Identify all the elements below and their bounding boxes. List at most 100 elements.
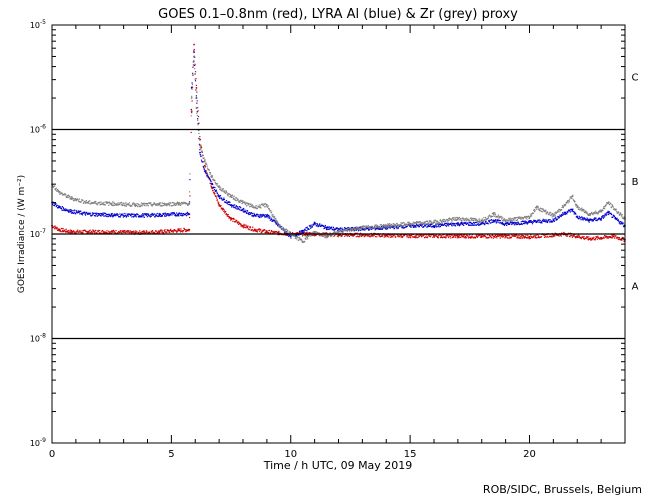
data-point: [465, 236, 467, 239]
data-point: [494, 214, 497, 216]
class-lines: [52, 128, 625, 340]
data-point: [303, 229, 305, 232]
data-point: [456, 216, 458, 219]
data-point: [523, 220, 525, 223]
data-point: [228, 193, 230, 195]
data-point: [491, 221, 494, 223]
data-point: [304, 234, 306, 236]
data-point: [499, 215, 501, 218]
data-point: [212, 187, 214, 189]
data-point: [170, 230, 172, 232]
data-point: [615, 235, 617, 237]
data-point: [593, 236, 595, 238]
data-point: [138, 204, 140, 206]
data-point: [469, 237, 472, 239]
data-point: [142, 230, 145, 232]
series-point: [600, 210, 603, 213]
data-point: [376, 226, 378, 228]
data-point: [510, 218, 513, 220]
data-point: [519, 237, 522, 239]
data-point: [167, 213, 170, 215]
data-point: [617, 237, 620, 239]
data-point: [526, 222, 528, 224]
data-point: [79, 213, 81, 215]
data-point: [448, 237, 450, 239]
data-point: [588, 218, 590, 221]
data-point: [81, 232, 83, 234]
data-point: [99, 212, 101, 215]
data-point: [509, 218, 511, 221]
data-point: [78, 211, 80, 214]
data-point: [239, 209, 241, 211]
data-point: [506, 221, 508, 223]
data-point: [465, 219, 467, 221]
data-point: [381, 227, 383, 229]
series-point: [242, 224, 244, 227]
data-point: [382, 224, 384, 227]
data-point: [539, 210, 541, 212]
series-point: [492, 219, 495, 222]
series-point: [607, 211, 610, 214]
data-point: [78, 200, 80, 203]
data-point: [542, 220, 544, 222]
data-point: [136, 202, 138, 205]
data-point: [247, 225, 249, 227]
data-point: [537, 208, 539, 210]
data-point: [406, 235, 409, 237]
data-point: [255, 229, 257, 231]
data-point: [517, 217, 519, 219]
data-point: [561, 212, 564, 214]
data-point: [226, 194, 228, 196]
data-point: [236, 206, 238, 208]
data-point: [563, 213, 565, 215]
data-point: [407, 223, 409, 225]
data-point: [154, 215, 157, 217]
data-point: [460, 223, 463, 225]
data-point: [199, 146, 201, 149]
data-point: [166, 231, 168, 234]
data-point: [368, 234, 370, 236]
data-point: [299, 230, 301, 232]
data-point: [182, 214, 184, 217]
data-point: [509, 235, 511, 237]
data-point: [295, 238, 298, 240]
series-point: [203, 164, 206, 167]
data-point: [597, 218, 599, 220]
data-point: [555, 216, 557, 218]
data-point: [472, 223, 474, 225]
data-point: [125, 216, 127, 218]
data-point: [420, 222, 422, 224]
data-point: [386, 234, 388, 236]
data-point: [214, 179, 216, 182]
data-point: [580, 238, 583, 240]
data-point: [348, 234, 350, 236]
data-point: [253, 212, 255, 215]
data-point: [209, 179, 211, 181]
series-point: [313, 222, 316, 225]
data-point: [396, 225, 399, 227]
data-point: [161, 202, 164, 204]
data-point: [571, 236, 574, 238]
data-point: [409, 237, 412, 239]
data-point: [343, 228, 345, 230]
series-point: [552, 219, 555, 222]
data-point: [99, 203, 102, 206]
data-point: [214, 192, 216, 194]
data-point: [463, 224, 465, 227]
data-point: [87, 200, 90, 203]
data-point: [583, 217, 585, 219]
data-point: [235, 205, 237, 207]
data-point: [383, 223, 385, 226]
data-point: [481, 218, 483, 220]
data-point: [376, 236, 378, 238]
data-point: [578, 218, 580, 220]
data-point: [451, 224, 453, 226]
data-point: [439, 222, 441, 224]
data-point: [619, 221, 622, 223]
data-point: [271, 220, 274, 222]
data-point: [165, 215, 167, 217]
data-point: [176, 204, 178, 206]
data-point: [427, 225, 429, 228]
data-point: [165, 213, 167, 215]
data-point: [273, 230, 275, 233]
